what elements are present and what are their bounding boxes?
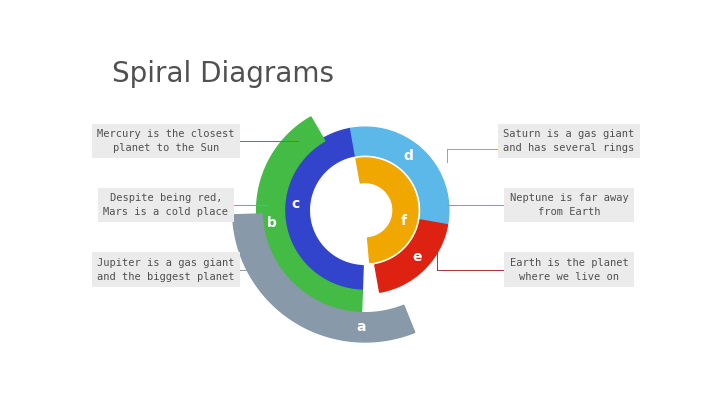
Polygon shape [375, 220, 448, 292]
Text: Earth is the planet
where we live on: Earth is the planet where we live on [510, 258, 629, 281]
Text: a: a [356, 320, 366, 334]
Text: Mercury is the closest
planet to the Sun: Mercury is the closest planet to the Sun [97, 129, 235, 153]
Text: d: d [403, 149, 413, 163]
Polygon shape [256, 117, 362, 318]
Text: Spiral Diagrams: Spiral Diagrams [112, 60, 333, 88]
Text: b: b [266, 216, 276, 230]
Polygon shape [356, 158, 418, 262]
Polygon shape [282, 128, 363, 293]
Text: Saturn is a gas giant
and has several rings: Saturn is a gas giant and has several ri… [503, 129, 634, 153]
Polygon shape [233, 214, 415, 342]
Text: c: c [292, 197, 300, 211]
Text: Neptune is far away
from Earth: Neptune is far away from Earth [510, 193, 629, 217]
Text: f: f [401, 214, 407, 228]
Text: Jupiter is a gas giant
and the biggest planet: Jupiter is a gas giant and the biggest p… [97, 258, 235, 281]
Polygon shape [351, 127, 449, 225]
Text: e: e [413, 249, 422, 264]
Text: Despite being red,
Mars is a cold place: Despite being red, Mars is a cold place [104, 193, 228, 217]
